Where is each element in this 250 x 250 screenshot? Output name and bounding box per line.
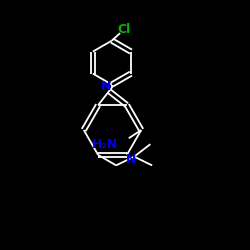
Text: N: N xyxy=(101,80,112,93)
Text: H₂N: H₂N xyxy=(92,138,118,151)
Text: Cl: Cl xyxy=(117,23,130,36)
Text: N: N xyxy=(126,153,136,166)
